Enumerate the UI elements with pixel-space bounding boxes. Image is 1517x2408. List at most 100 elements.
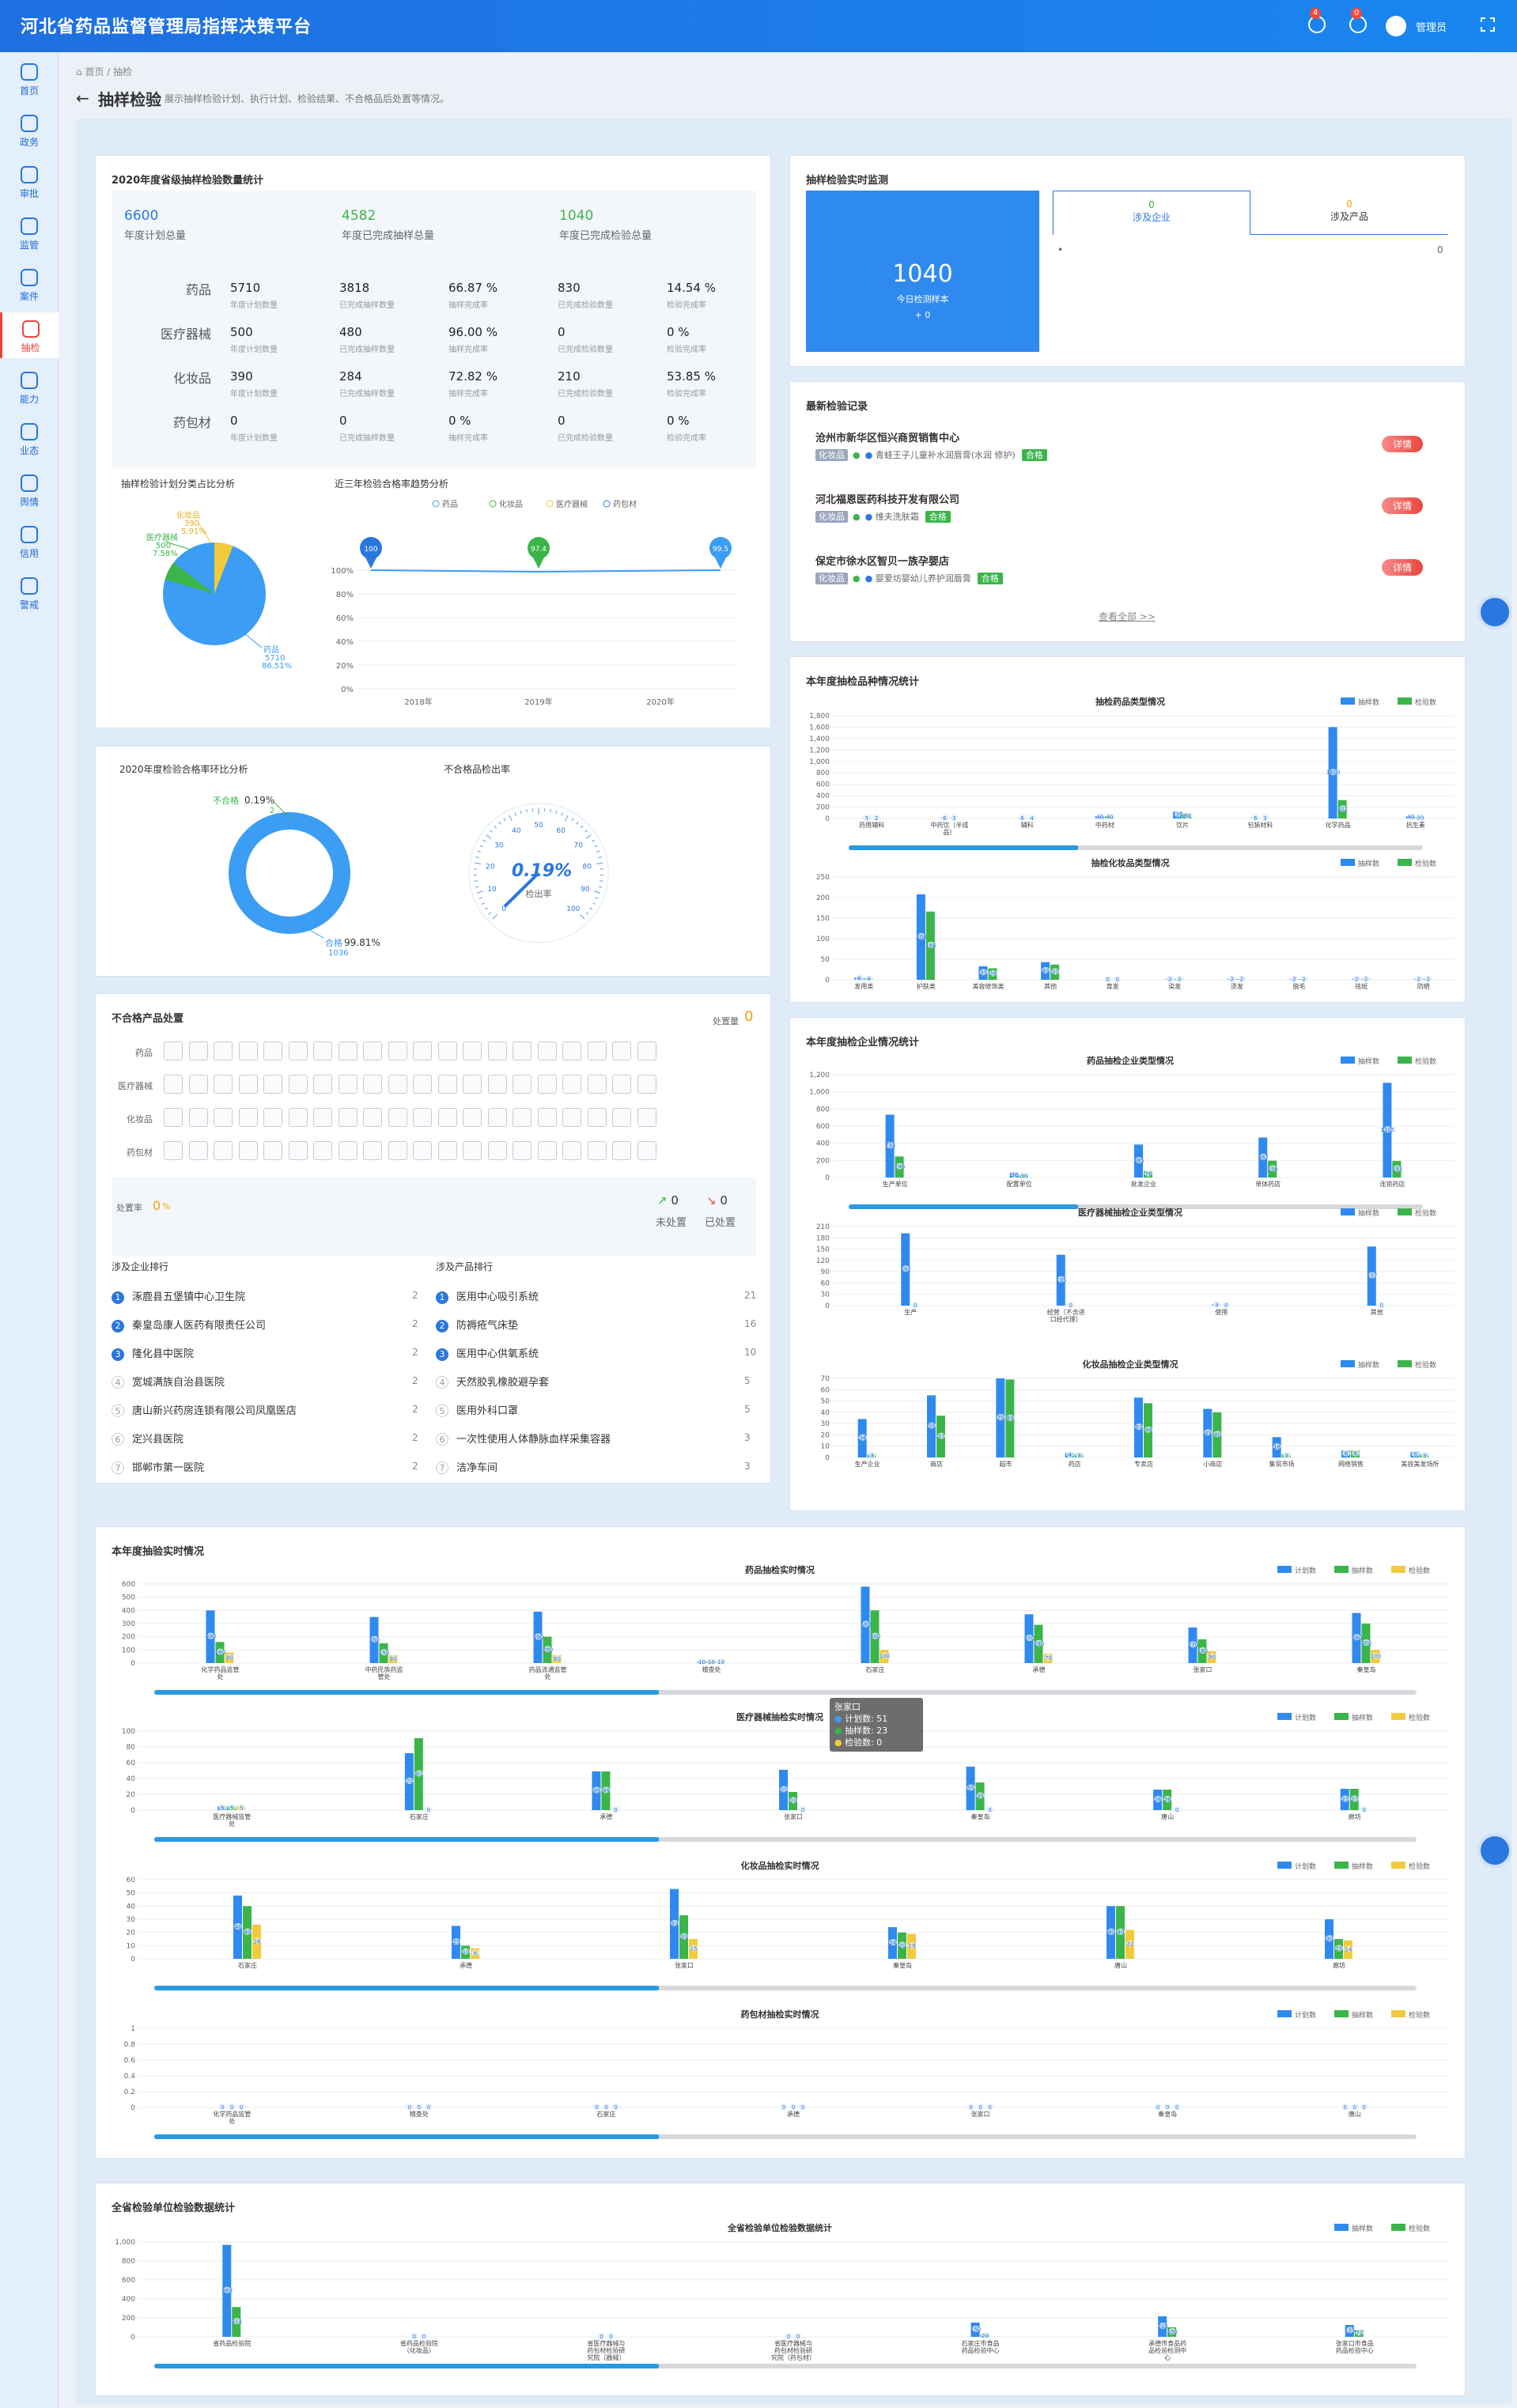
float-action-button[interactable] [1477, 595, 1512, 629]
box-icon [562, 1108, 581, 1127]
bar-badge [1113, 976, 1122, 982]
legend-label: 检验数 [1415, 859, 1436, 868]
legend-swatch [1391, 1566, 1405, 1573]
pie-slice-cosmetic[interactable] [214, 542, 233, 594]
company-rank-row[interactable]: 2 秦皇岛康人医药有限责任公司 [112, 1317, 266, 1333]
sidebar-icon [21, 577, 38, 595]
sidebar-item-10[interactable]: 警戒 [0, 569, 59, 615]
box-icon [413, 1108, 432, 1127]
float-action-button-2[interactable] [1477, 1833, 1512, 1868]
enterprise-card: 本年度抽检企业情况统计 药品抽检企业类型情况 抽样数 检验数 0 200 400 600 80… [789, 1017, 1466, 1511]
company-rank-row[interactable]: 7 邯郸市第一医院 [112, 1459, 204, 1474]
chart-scroll-thumb[interactable] [154, 1986, 660, 1990]
y-tick: 1,600 [809, 724, 830, 731]
breadcrumb-home[interactable]: 首页 [85, 66, 104, 77]
ring-good[interactable] [229, 812, 350, 934]
rank-name: 秦皇岛康人医药有限责任公司 [132, 1320, 267, 1332]
company-rank-row[interactable]: 1 涿鹿县五堡镇中心卫生院 [112, 1288, 245, 1304]
bar-badge [799, 1806, 807, 1813]
fullscreen-icon[interactable] [1481, 17, 1495, 32]
bar-badge [234, 1923, 242, 1930]
bar-label: 30 [1326, 1936, 1334, 1942]
avatar[interactable] [1386, 16, 1406, 36]
sidebar-item-0[interactable]: 首页 [0, 55, 59, 101]
sidebar-item-5[interactable]: 抽检 [0, 312, 59, 358]
record-type: 化妆品 [815, 573, 848, 584]
pie-slice-device[interactable] [164, 559, 214, 598]
bar-label: 53 [671, 1921, 679, 1927]
company-rank-row[interactable]: 6 定兴县医院 [112, 1431, 183, 1446]
bar-label: 0 [978, 2104, 982, 2111]
bar-badge [1025, 1635, 1034, 1642]
bar-badge [244, 1928, 252, 1935]
product-rank-row[interactable]: 7 洁净车间 [436, 1459, 497, 1474]
chart-scroll-thumb[interactable] [154, 1690, 660, 1695]
bar-label: 40 [1106, 815, 1113, 821]
record-detail-button[interactable]: 详情 [1382, 436, 1424, 452]
legend-label: 计划数 [1295, 2010, 1316, 2020]
bar-label: 4 [1030, 815, 1034, 822]
box-icon [238, 1041, 258, 1060]
bar-label: 160 [215, 1650, 225, 1656]
x-tick: 网络销售 [1338, 1460, 1364, 1468]
gauge-tick: 40 [512, 827, 521, 835]
chart-scroll-thumb[interactable] [154, 2134, 660, 2139]
bar-badge [895, 1162, 904, 1170]
bar-badge [597, 2333, 606, 2339]
bar-badge [1105, 813, 1114, 820]
dispose-category: 化妆品 [127, 1114, 153, 1125]
record-detail-button[interactable]: 详情 [1382, 497, 1424, 514]
product-rank-row[interactable]: 5 医用外科口罩 [436, 1402, 518, 1417]
bar-label: 90 [1209, 1654, 1216, 1661]
chart-scroll-thumb[interactable] [154, 2364, 660, 2368]
bar-label: 72 [406, 1779, 413, 1785]
bar-label: 150 [970, 2327, 981, 2333]
chart-scroll-thumb[interactable] [849, 845, 1079, 850]
x-tick: 石家庄 [410, 1813, 429, 1820]
bar-label: 43 [1205, 1430, 1212, 1436]
company-rank-row[interactable]: 4 宽城满族自治县医院 [112, 1374, 225, 1389]
bar-label: 0 [1106, 977, 1109, 983]
product-rank-row[interactable]: 6 一次性使用人体静脉血样采集容器 [436, 1431, 611, 1446]
sidebar-item-1[interactable]: 政务 [0, 107, 59, 153]
stats-cell-value: 0 % [448, 414, 471, 428]
home-icon[interactable]: ⌂ [76, 66, 85, 77]
y-tick: 30 [821, 1420, 830, 1428]
chart-scroll-thumb[interactable] [849, 1204, 1079, 1209]
bar-badge [794, 2333, 802, 2339]
bar-badge [917, 932, 925, 939]
bar-badge [1335, 1945, 1343, 1952]
sidebar-item-3[interactable]: 监管 [0, 210, 59, 255]
x-tick: 药品检验中心 [962, 2346, 1000, 2354]
tab-enterprise[interactable]: 0 涉及企业 [1053, 191, 1250, 235]
legend-swatch [1341, 1057, 1355, 1064]
user-name[interactable]: 管理员 [1416, 22, 1447, 34]
company-rank-row[interactable]: 3 隆化县中医院 [112, 1345, 194, 1361]
legend-swatch [1334, 1862, 1349, 1869]
record-detail-button[interactable]: 详情 [1382, 559, 1424, 576]
bar-badge [1204, 1429, 1212, 1436]
chart-scroll-thumb[interactable] [154, 1837, 660, 1842]
sidebar-item-4[interactable]: 案件 [0, 261, 59, 307]
gauge-sub: 检出率 [526, 888, 552, 899]
box-icon [313, 1075, 332, 1094]
company-rank-title: 涉及企业排行 [112, 1261, 169, 1272]
company-rank-row[interactable]: 5 唐山新兴药房连锁有限公司凤凰医店 [112, 1402, 297, 1417]
bar-label: 6 [1020, 815, 1024, 822]
tab-product[interactable]: 0 涉及产品 [1250, 191, 1448, 235]
product-rank-row[interactable]: 3 医用中心供氧系统 [436, 1345, 539, 1361]
legend-label: 检验数 [1415, 697, 1436, 707]
sidebar-item-7[interactable]: 业态 [0, 415, 59, 461]
product-rank-row[interactable]: 1 医用中心吸引系统 [436, 1288, 539, 1304]
sidebar-item-9[interactable]: 信用 [0, 518, 59, 564]
sidebar-item-2[interactable]: 审批 [0, 158, 59, 204]
stats-cell-value: 0 [558, 414, 566, 428]
product-rank-row[interactable]: 2 防褥疮气床垫 [436, 1317, 518, 1333]
sidebar-item-8[interactable]: 舆情 [0, 467, 59, 512]
x-tick: 药店 [1069, 1460, 1081, 1468]
product-rank-row[interactable]: 4 天然胶乳橡胶避孕套 [436, 1374, 549, 1389]
view-all-link[interactable]: 查看全部 >> [1099, 611, 1156, 622]
sidebar-item-6[interactable]: 能力 [0, 364, 59, 410]
bar-badge [1259, 1153, 1268, 1160]
back-arrow-icon[interactable]: ← [76, 89, 89, 108]
